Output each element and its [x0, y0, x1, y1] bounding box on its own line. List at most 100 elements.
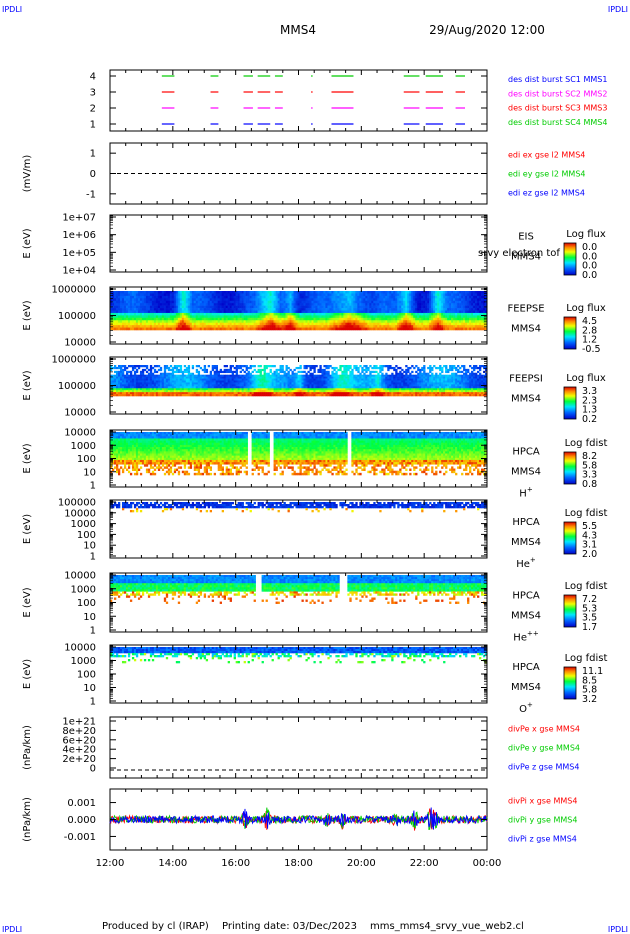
spectrogram-cell: [273, 384, 276, 387]
spectrogram-cell: [459, 293, 462, 297]
spectrogram-cell: [267, 320, 270, 323]
spectrogram-cell: [253, 322, 256, 326]
spectrogram-cell: [149, 322, 153, 326]
spectrogram-cell: [197, 376, 201, 379]
spectrogram-cell: [137, 390, 141, 393]
spectrogram-cell: [335, 293, 338, 297]
spectrogram-cell: [205, 320, 209, 323]
spectrogram-cell: [175, 320, 179, 323]
spectrogram-cell: [281, 365, 284, 368]
spectrogram-cell: [185, 325, 189, 328]
spectrogram-cell: [349, 308, 352, 311]
spectrogram-cell: [281, 386, 284, 389]
spectrogram-cell: [443, 317, 446, 321]
instrument-label: EIS: [518, 232, 534, 243]
spectrogram-cell: [435, 291, 438, 294]
spectrogram-cell: [327, 293, 330, 297]
spectrogram-cell: [363, 315, 366, 319]
spectrogram-cell: [269, 308, 272, 311]
spectrogram-cell: [321, 370, 324, 374]
spectrogram-cell: [325, 315, 328, 319]
spectrogram-cell: [113, 291, 117, 294]
spectrogram-cell: [299, 315, 302, 319]
spectrogram-cell: [241, 310, 244, 314]
spectrogram-cell: [197, 390, 201, 393]
spectrogram-cell: [293, 310, 296, 314]
spectrogram-cell: [119, 370, 123, 374]
spectrogram-cell: [425, 312, 428, 316]
spectrogram-cell: [237, 327, 240, 331]
spectrogram-cell: [247, 382, 250, 385]
spectrogram-cell: [305, 366, 308, 370]
spectrogram-cell: [205, 368, 209, 372]
spectrogram-cell: [411, 303, 414, 306]
spectrogram-cell: [267, 365, 270, 368]
spectrogram-cell: [235, 386, 238, 389]
spectrogram-cell: [427, 291, 430, 294]
spectrogram-cell: [355, 303, 358, 306]
spectrogram-cell: [113, 310, 117, 314]
spectrogram-cell: [307, 300, 310, 304]
spectrogram-cell: [165, 295, 169, 299]
spectrogram-cell: [419, 322, 422, 326]
spectrogram-cell: [121, 298, 125, 302]
spectrogram-cell: [403, 312, 406, 316]
spectrogram-cell: [175, 384, 179, 387]
spectrogram-cell: [243, 390, 246, 393]
spectrogram-cell: [111, 322, 115, 326]
spectrogram-cell: [415, 308, 418, 311]
spectrogram-cell: [123, 365, 127, 368]
spectrogram-cell: [395, 303, 398, 306]
spectrogram-cell: [481, 312, 484, 316]
spectrogram-cell: [179, 308, 183, 311]
spectrogram-cell: [263, 322, 266, 326]
spectrogram-cell: [153, 388, 157, 391]
spectrogram-cell: [217, 310, 220, 314]
spectrogram-cell: [191, 365, 195, 368]
spectrogram-cell: [321, 310, 324, 314]
spectrogram-cell: [291, 303, 294, 306]
spectrogram-cell: [163, 388, 167, 391]
spectrogram-cell: [197, 384, 201, 387]
spectrogram-cell: [201, 312, 205, 316]
spectrogram-cell: [413, 300, 416, 304]
spectrogram-cell: [431, 308, 434, 311]
spectrogram-cell: [409, 310, 412, 314]
spectrogram-cell: [119, 382, 123, 385]
spectrogram-cell: [169, 390, 173, 393]
spectrogram-cell: [343, 317, 346, 321]
spectrogram-cell: [177, 295, 181, 299]
spectrogram-cell: [249, 327, 252, 331]
spectrogram-cell: [295, 382, 298, 385]
spectrogram-cell: [309, 315, 312, 319]
spectrogram-cell: [113, 322, 117, 326]
spectrogram-cell: [283, 303, 286, 306]
spectrogram-cell: [265, 293, 268, 297]
colorbar-tick-label: 4.5: [582, 316, 597, 327]
spectrogram-cell: [187, 392, 191, 395]
spectrogram-cell: [351, 317, 354, 321]
spectrogram-cell: [227, 308, 230, 311]
spectrogram-cell: [413, 325, 416, 328]
spectrogram-cell: [265, 374, 268, 377]
spectrogram-cell: [123, 394, 127, 397]
spectrogram-cell: [157, 293, 161, 297]
spectrogram-cell: [333, 325, 336, 328]
spectrogram-cell: [135, 293, 139, 297]
spectrogram-cell: [261, 384, 264, 387]
spectrogram-cell: [247, 384, 250, 387]
spectrogram-cell: [383, 300, 386, 304]
spectrogram-cell: [111, 325, 115, 328]
spectrogram-cell: [201, 300, 205, 304]
spectrogram-cell: [407, 298, 410, 302]
spectrogram-cell: [297, 378, 300, 381]
spectrogram-cell: [297, 382, 300, 385]
spectrogram-cell: [331, 322, 334, 326]
spectrogram-cell: [179, 368, 183, 372]
spectrogram-cell: [153, 370, 157, 374]
spectrogram-cell: [263, 370, 266, 374]
spectrogram-cell: [141, 317, 145, 321]
spectrogram-cell: [167, 310, 171, 314]
spectrogram-cell: [247, 380, 250, 383]
spectrogram-cell: [211, 300, 215, 304]
